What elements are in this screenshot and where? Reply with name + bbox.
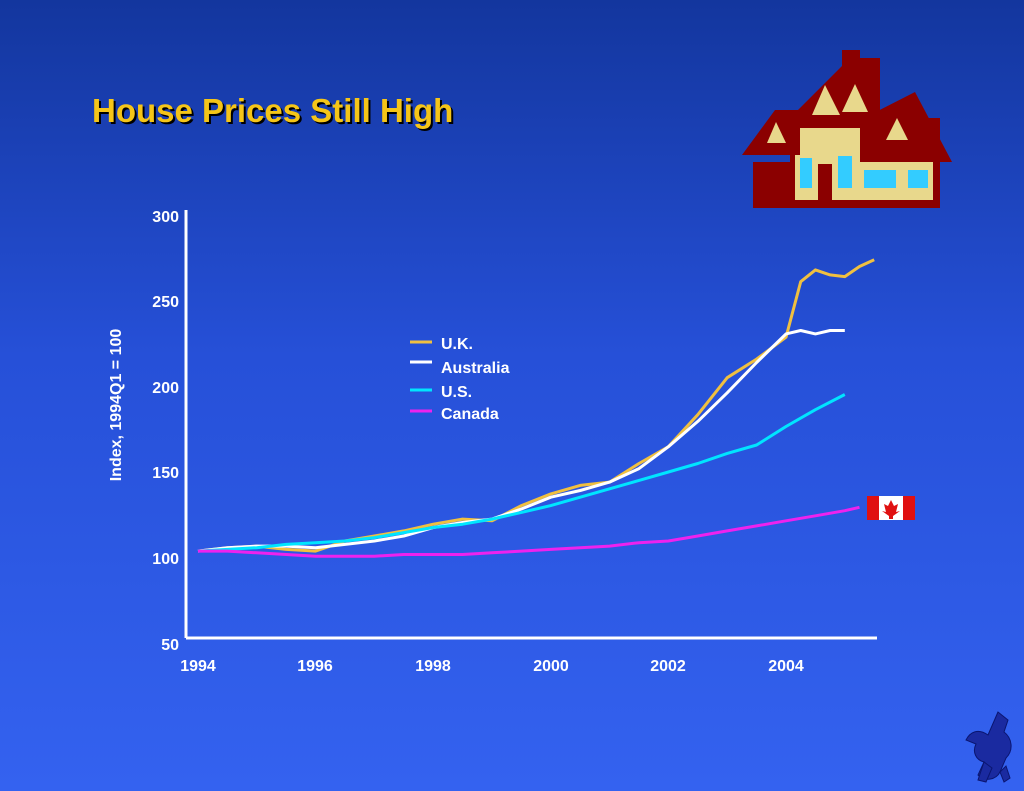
unicorn-logo-icon: [965, 711, 1012, 783]
x-tick-label: 1994: [180, 658, 216, 675]
x-tick-label: 2002: [650, 658, 686, 675]
series-line-uk: [197, 258, 875, 553]
series-layer: [197, 258, 875, 558]
y-tick-label: 300: [152, 209, 179, 226]
legend-label-uk: U.K.: [441, 336, 473, 353]
canada-flag-icon: [867, 496, 915, 520]
x-tick-label: 1996: [297, 658, 333, 675]
series-line-canada: [198, 505, 860, 558]
legend-label-canada: Canada: [441, 406, 499, 423]
x-tick-label: 1998: [415, 658, 451, 675]
y-tick-label: 50: [161, 637, 179, 654]
legend: U.K. Australia U.S. Canada: [410, 336, 510, 423]
slide-title: House Prices Still High: [92, 92, 454, 129]
series-line-us: [197, 393, 846, 553]
y-tick-label: 100: [152, 551, 179, 568]
y-tick-label: 150: [152, 465, 179, 482]
y-tick-label: 250: [152, 294, 179, 311]
legend-label-us: U.S.: [441, 384, 472, 401]
x-tick-label: 2000: [533, 658, 569, 675]
y-axis-label: Index, 1994Q1 = 100: [108, 329, 125, 482]
x-tick-label: 2004: [768, 658, 804, 675]
house-icon: [742, 50, 952, 208]
legend-label-australia: Australia: [441, 360, 510, 377]
y-tick-label: 200: [152, 380, 179, 397]
series-line-australia: [197, 329, 845, 553]
